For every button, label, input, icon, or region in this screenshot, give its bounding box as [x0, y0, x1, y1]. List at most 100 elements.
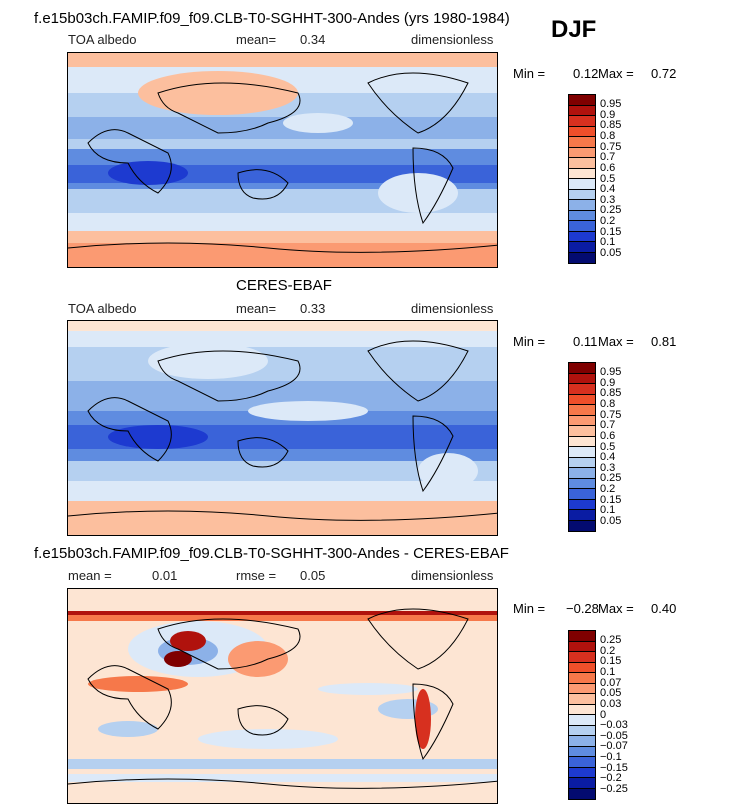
- colorbar-tick-label: −0.07: [600, 740, 628, 753]
- colorbar-tick-label: 0.4: [600, 451, 616, 464]
- colorbar-segment: [569, 242, 595, 253]
- colorbar-segment: [569, 116, 595, 127]
- panel-1-title: f.e15b03ch.FAMIP.f09_f09.CLB-T0-SGHHT-30…: [34, 10, 510, 27]
- colorbar-segment: [569, 405, 595, 416]
- colorbar-tick-label: 0.1: [600, 666, 616, 678]
- panel-1-mean-value: 0.34: [300, 32, 326, 47]
- colorbar-tick-label: 0.07: [600, 676, 622, 689]
- colorbar-tick-label: 0.05: [600, 514, 622, 527]
- panel-2-min-value: 0.11: [573, 334, 598, 349]
- panel-3-max-label: Max =: [598, 601, 634, 616]
- panel-2-colorbar: [568, 362, 596, 532]
- colorbar-segment: [569, 767, 595, 778]
- colorbar-tick-label: 0.3: [600, 461, 616, 474]
- colorbar-segment: [569, 436, 595, 447]
- colorbar-tick-label: 0.4: [600, 183, 616, 196]
- colorbar-tick-label: 0.25: [600, 472, 622, 485]
- colorbar-tick-label: 0.25: [600, 634, 622, 647]
- colorbar-segment: [569, 105, 595, 116]
- colorbar-tick-label: 0.85: [600, 387, 622, 400]
- panel-2-mean-value: 0.33: [300, 301, 326, 316]
- panel-1-min-value: 0.12: [573, 66, 599, 81]
- panel-1-units-label: dimensionless: [411, 32, 494, 47]
- panel-3-max-value: 0.40: [651, 601, 677, 616]
- colorbar-tick-label: 0.7: [600, 151, 616, 164]
- colorbar-tick-label: 0.05: [600, 246, 622, 259]
- colorbar-segment: [569, 95, 595, 106]
- colorbar-tick-label: −0.03: [600, 719, 628, 732]
- panel-1-max-label: Max =: [598, 66, 634, 81]
- colorbar-segment: [569, 704, 595, 715]
- colorbar-segment: [569, 673, 595, 684]
- colorbar-tick-label: 0.85: [600, 119, 622, 132]
- panel-1-min-label: Min =: [513, 66, 546, 81]
- colorbar-segment: [569, 179, 595, 190]
- panel-3-min-label: Min =: [513, 601, 546, 616]
- colorbar-tick-label: −0.15: [600, 761, 628, 774]
- colorbar-segment: [569, 231, 595, 242]
- colorbar-tick-label: 0.95: [600, 366, 622, 379]
- colorbar-segment: [569, 168, 595, 179]
- colorbar-segment: [569, 373, 595, 384]
- colorbar-segment: [569, 631, 595, 642]
- colorbar-segment: [569, 200, 595, 211]
- panel-2-albedo-field: [68, 321, 497, 535]
- colorbar-tick-label: −0.1: [600, 751, 622, 763]
- colorbar-segment: [569, 489, 595, 500]
- panel-3-title: f.e15b03ch.FAMIP.f09_f09.CLB-T0-SGHHT-30…: [34, 545, 509, 562]
- colorbar-segment: [569, 147, 595, 158]
- colorbar-tick-label: 0.6: [600, 429, 616, 442]
- panel-1-variable-label: TOA albedo: [68, 32, 137, 47]
- colorbar-segment: [569, 447, 595, 458]
- panel-2-min-label: Min =: [513, 334, 546, 349]
- season-label: DJF: [551, 16, 597, 43]
- colorbar-segment: [569, 221, 595, 232]
- colorbar-segment: [569, 652, 595, 663]
- panel-1-mean-label: mean=: [236, 32, 277, 47]
- colorbar-segment: [569, 137, 595, 148]
- colorbar-segment: [569, 189, 595, 200]
- colorbar-tick-label: 0.1: [600, 504, 616, 517]
- colorbar-segment: [569, 778, 595, 789]
- colorbar-tick-label: 0.9: [600, 108, 616, 121]
- colorbar-tick-label: 0.15: [600, 655, 622, 668]
- colorbar-segment: [569, 662, 595, 673]
- colorbar-segment: [569, 520, 595, 531]
- colorbar-segment: [569, 725, 595, 736]
- colorbar-tick-label: 0.75: [600, 408, 622, 421]
- colorbar-segment: [569, 210, 595, 221]
- colorbar-tick-label: 0.15: [600, 225, 622, 238]
- colorbar-tick-label: 0.75: [600, 140, 622, 153]
- panel-3-colorbar: [568, 630, 596, 800]
- panel-1-map: [67, 52, 498, 268]
- colorbar-segment: [569, 426, 595, 437]
- colorbar-tick-label: 0.05: [600, 687, 622, 700]
- panel-3-rmse-value: 0.05: [300, 568, 326, 583]
- panel-3-rmse-label: rmse =: [236, 568, 277, 583]
- panel-3-mean-label: mean =: [68, 568, 112, 583]
- colorbar-tick-label: 0.1: [600, 236, 616, 249]
- colorbar-tick-label: 0.25: [600, 204, 622, 217]
- colorbar-tick-label: −0.2: [600, 772, 622, 785]
- colorbar-segment: [569, 158, 595, 169]
- colorbar-tick-label: 0.5: [600, 172, 616, 185]
- colorbar-tick-label: 0.2: [600, 483, 616, 495]
- panel-3-difference-field: [68, 589, 497, 803]
- colorbar-tick-label: 0.9: [600, 376, 616, 389]
- colorbar-segment: [569, 363, 595, 374]
- colorbar-segment: [569, 715, 595, 726]
- colorbar-segment: [569, 252, 595, 263]
- colorbar-segment: [569, 468, 595, 479]
- panel-1-colorbar: [568, 94, 596, 264]
- colorbar-segment: [569, 457, 595, 468]
- colorbar-tick-label: −0.05: [600, 729, 628, 742]
- panel-2-max-label: Max =: [598, 334, 634, 349]
- colorbar-segment: [569, 415, 595, 426]
- colorbar-segment: [569, 394, 595, 405]
- colorbar-tick-label: 0.7: [600, 419, 616, 432]
- panel-3-units-label: dimensionless: [411, 568, 494, 583]
- panel-2-max-value: 0.81: [651, 334, 677, 349]
- colorbar-tick-label: −0.25: [600, 782, 628, 795]
- colorbar-tick-label: 0.95: [600, 98, 622, 111]
- panel-2-title: CERES-EBAF: [236, 277, 332, 294]
